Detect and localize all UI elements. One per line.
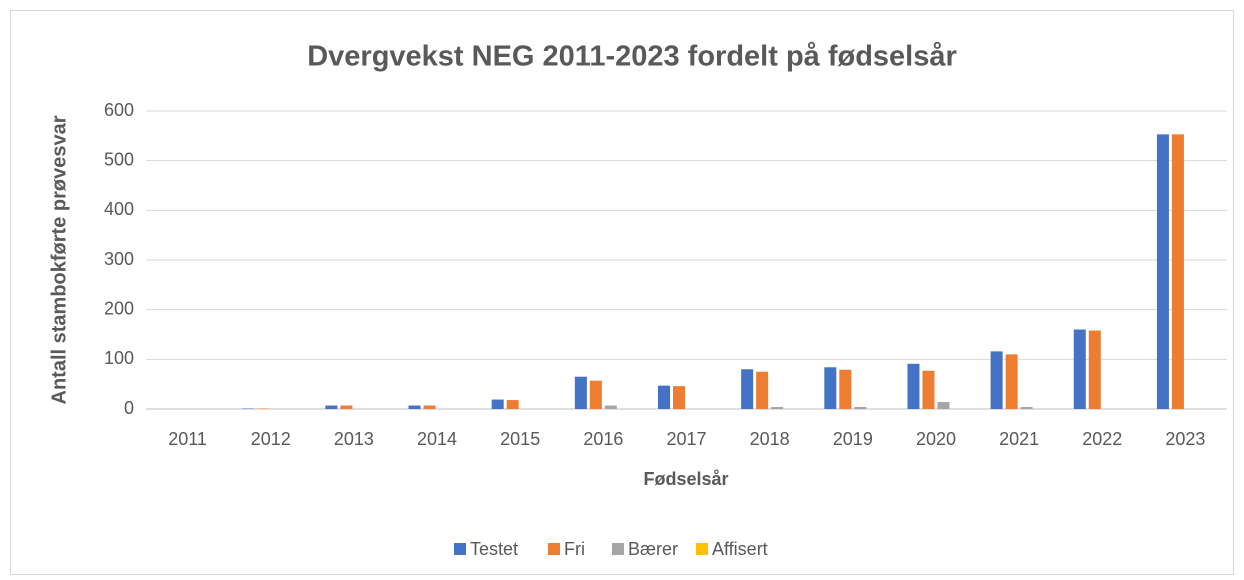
x-tick-label: 2018: [750, 429, 790, 449]
bar: [756, 371, 769, 409]
bar: [604, 405, 617, 409]
legend-label: Testet: [470, 539, 518, 559]
bar: [325, 405, 338, 409]
bar: [423, 405, 436, 409]
x-axis-label: Fødselsår: [643, 469, 728, 489]
x-tick-label: 2019: [833, 429, 873, 449]
bar: [1005, 354, 1018, 409]
bar: [839, 369, 852, 409]
chart-title: Dvergvekst NEG 2011-2023 fordelt på føds…: [307, 41, 957, 73]
bar: [1171, 134, 1184, 410]
y-tick-label: 500: [104, 149, 134, 169]
bar: [340, 405, 353, 409]
legend-label: Fri: [564, 539, 585, 559]
x-tick-label: 2023: [1165, 429, 1205, 449]
x-tick-label: 2020: [916, 429, 956, 449]
y-tick-label: 200: [104, 298, 134, 318]
x-tick-label: 2015: [500, 429, 540, 449]
legend-swatch: [612, 543, 624, 555]
bar: [741, 369, 754, 409]
x-tick-label: 2014: [417, 429, 457, 449]
bar: [854, 407, 867, 409]
y-tick-label: 300: [104, 249, 134, 269]
bar: [408, 405, 421, 409]
x-tick-label: 2012: [251, 429, 291, 449]
y-tick-label: 600: [104, 100, 134, 120]
x-tick-label: 2016: [583, 429, 623, 449]
bar: [589, 380, 602, 409]
legend-swatch: [454, 543, 466, 555]
legend-label: Affisert: [712, 539, 768, 559]
bar: [1073, 329, 1086, 409]
bar: [990, 351, 1003, 409]
chart-frame: [10, 10, 1234, 575]
x-tick-label: 2017: [666, 429, 706, 449]
bar: [1020, 407, 1033, 409]
legend-label: Bærer: [628, 539, 678, 559]
bar: [1156, 134, 1169, 410]
bar: [658, 385, 670, 409]
bar: [922, 370, 935, 409]
legend-swatch: [548, 543, 560, 555]
y-tick-label: 100: [104, 348, 134, 368]
x-tick-label: 2022: [1082, 429, 1122, 449]
bar: [673, 386, 685, 409]
bar: [574, 376, 587, 409]
y-axis-label: Antall stambokførte prøvesvar: [48, 115, 70, 404]
x-tick-label: 2021: [999, 429, 1039, 449]
y-tick-label: 400: [104, 199, 134, 219]
x-tick-label: 2011: [168, 429, 207, 449]
x-tick-label: 2013: [334, 429, 374, 449]
y-tick-label: 0: [124, 398, 134, 418]
bar: [771, 407, 784, 409]
bar: [506, 400, 519, 409]
bar: [824, 367, 837, 409]
bar: [1088, 330, 1101, 409]
bar: [937, 402, 950, 409]
bar: [491, 399, 504, 409]
bar: [907, 363, 920, 409]
legend-swatch: [696, 543, 708, 555]
